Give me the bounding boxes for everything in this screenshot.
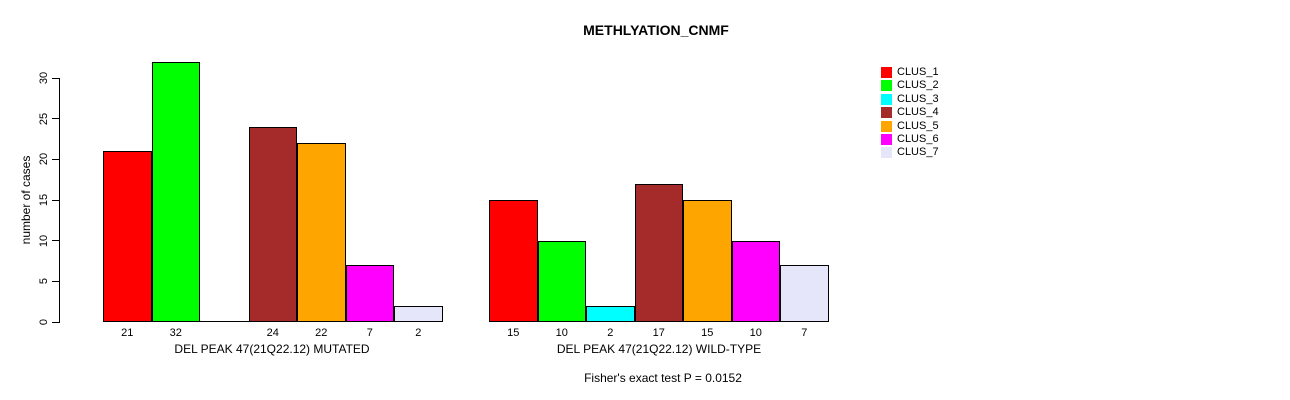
bar-clus_5 bbox=[683, 200, 732, 322]
legend-swatch bbox=[881, 147, 892, 159]
group-label-mutated: DEL PEAK 47(21Q22.12) MUTATED bbox=[174, 342, 370, 356]
legend-label: CLUS_6 bbox=[897, 133, 939, 145]
legend-swatch bbox=[881, 93, 892, 105]
y-axis-tick-label: 20 bbox=[38, 153, 50, 166]
legend-label: CLUS_5 bbox=[897, 119, 939, 132]
y-axis-tick-label: 15 bbox=[38, 193, 50, 207]
bar-clus_6 bbox=[345, 265, 394, 322]
bar-clus_1 bbox=[489, 200, 538, 322]
y-axis-tick bbox=[52, 158, 59, 160]
y-axis-tick bbox=[52, 321, 59, 323]
bar-clus_3 bbox=[200, 321, 249, 322]
legend-label: CLUS_1 bbox=[897, 66, 939, 78]
chart-title: METHLYATION_CNMF bbox=[583, 22, 729, 38]
legend-label: CLUS_2 bbox=[897, 79, 939, 92]
legend-swatch bbox=[881, 80, 892, 92]
y-axis-tick-label: 10 bbox=[38, 234, 50, 247]
y-axis-tick bbox=[52, 77, 59, 79]
group-label-wild-type: DEL PEAK 47(21Q22.12) WILD-TYPE bbox=[556, 342, 762, 356]
bar-value-label: 2 bbox=[607, 327, 614, 339]
bar-value-label: 24 bbox=[266, 327, 279, 339]
legend-label: CLUS_7 bbox=[897, 146, 939, 159]
y-axis-title: number of cases bbox=[19, 155, 33, 245]
y-axis-tick bbox=[52, 199, 59, 201]
bar-value-label: 2 bbox=[415, 327, 422, 339]
bar-value-label: 15 bbox=[507, 327, 520, 339]
y-axis-tick bbox=[52, 240, 59, 242]
y-axis-tick-label: 30 bbox=[38, 71, 50, 85]
bar-clus_3 bbox=[586, 305, 635, 322]
y-axis-line bbox=[59, 78, 60, 323]
y-axis-tick-label: 0 bbox=[38, 318, 50, 326]
bar-value-label: 10 bbox=[749, 327, 762, 339]
bar-clus_7 bbox=[780, 265, 829, 322]
legend-label: CLUS_4 bbox=[897, 106, 939, 119]
bar-clus_2 bbox=[151, 61, 200, 322]
bar-value-label: 17 bbox=[652, 327, 665, 339]
bar-clus_7 bbox=[394, 305, 443, 322]
bar-value-label: 15 bbox=[701, 327, 714, 339]
y-axis-tick bbox=[52, 280, 59, 282]
bar-value-label: 32 bbox=[169, 327, 182, 339]
bar-clus_5 bbox=[297, 143, 346, 322]
fishers-test-annotation: Fisher's exact test P = 0.0152 bbox=[584, 371, 742, 385]
legend-swatch bbox=[881, 107, 892, 119]
bar-clus_4 bbox=[634, 183, 683, 322]
legend-label: CLUS_3 bbox=[897, 92, 939, 105]
bar-value-label: 10 bbox=[555, 327, 568, 339]
bar-clus_2 bbox=[537, 240, 586, 322]
bar-value-label: 7 bbox=[801, 327, 808, 339]
y-axis-tick bbox=[52, 118, 59, 120]
bar-clus_4 bbox=[248, 126, 297, 322]
y-axis-tick-label: 25 bbox=[38, 112, 50, 125]
bar-value-label: 7 bbox=[366, 327, 373, 339]
bar-value-label: 22 bbox=[315, 327, 328, 339]
bar-value-label: 21 bbox=[121, 327, 134, 339]
y-axis-tick-label: 5 bbox=[38, 278, 50, 285]
bar-clus_1 bbox=[103, 151, 152, 322]
legend-swatch bbox=[881, 134, 892, 145]
bar-clus_6 bbox=[731, 240, 780, 322]
legend-swatch bbox=[881, 120, 892, 132]
legend-swatch bbox=[881, 67, 892, 78]
